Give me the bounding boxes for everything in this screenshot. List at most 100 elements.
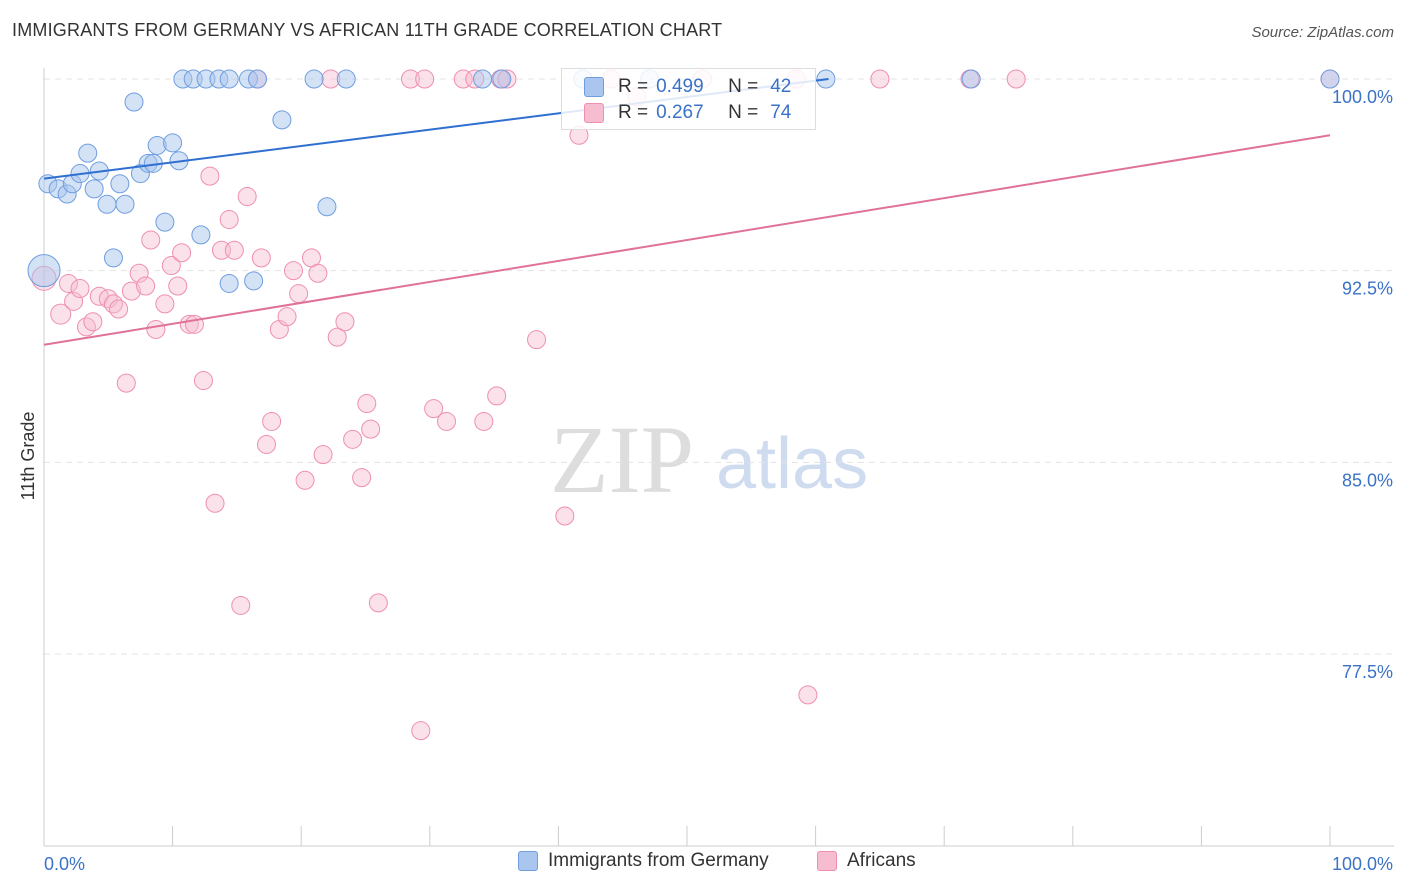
- data-point-germany: [84, 179, 104, 199]
- stats-r-label: R =: [618, 76, 649, 97]
- legend-label-africans: Africans: [847, 850, 916, 871]
- data-point-africans: [262, 411, 282, 431]
- data-point-germany: [115, 194, 135, 214]
- data-point-africans: [798, 685, 818, 705]
- legend-item-africans[interactable]: Africans: [817, 850, 916, 872]
- data-point-germany: [961, 69, 981, 89]
- stats-row-germany: R = 0.499 N = 42: [584, 74, 791, 100]
- axis-labels: 77.5% 85.0% 92.5% 100.0% 0.0% 100.0% 11th Grad…: [18, 87, 1393, 874]
- data-point-africans: [103, 294, 123, 314]
- stats-swatch-africans: [584, 103, 604, 123]
- data-point-germany: [219, 69, 239, 89]
- data-point-africans: [295, 470, 315, 490]
- data-point-africans: [474, 411, 494, 431]
- data-point-africans: [361, 419, 381, 439]
- data-point-africans: [64, 291, 84, 311]
- data-point-germany: [272, 110, 292, 130]
- data-point-africans: [83, 312, 103, 332]
- data-point-germany: [97, 194, 117, 214]
- data-point-africans: [437, 411, 457, 431]
- data-point-africans: [313, 445, 333, 465]
- data-point-africans: [219, 210, 239, 230]
- data-point-germany: [304, 69, 324, 89]
- data-point-africans: [424, 399, 444, 419]
- stats-r-label: R =: [618, 102, 649, 123]
- data-point-africans: [155, 294, 175, 314]
- legend-swatch-africans: [817, 851, 837, 871]
- data-point-africans: [411, 721, 431, 741]
- data-point-africans: [487, 386, 507, 406]
- y-tick-label: 85.0%: [1342, 470, 1393, 490]
- y-tick-label: 100.0%: [1332, 87, 1393, 107]
- data-point-germany: [124, 92, 144, 112]
- legend-item-germany[interactable]: Immigrants from Germany: [518, 850, 769, 872]
- y-axis-label: 11th Grade: [18, 412, 38, 501]
- data-point-africans: [251, 248, 271, 268]
- data-point-africans: [193, 371, 213, 391]
- watermark: ZIP atlas: [550, 406, 868, 513]
- data-point-germany: [1320, 69, 1340, 89]
- data-point-africans: [231, 595, 251, 615]
- stats-legend: R = 0.499 N = 42 R = 0.267 N = 74: [561, 68, 816, 130]
- data-point-germany: [473, 69, 493, 89]
- y-tick-label: 92.5%: [1342, 279, 1393, 299]
- data-point-germany: [103, 248, 123, 268]
- data-point-africans: [453, 69, 473, 89]
- data-point-africans: [527, 330, 547, 350]
- data-point-africans: [352, 468, 372, 488]
- chart-legend: Immigrants from Germany Africans: [0, 850, 1406, 880]
- data-point-africans: [76, 317, 96, 337]
- axes: [43, 68, 1394, 847]
- data-point-africans: [224, 240, 244, 260]
- x-tick-label: 0.0%: [44, 854, 85, 874]
- data-point-africans: [283, 261, 303, 281]
- data-point-africans: [205, 493, 225, 513]
- chart-title: IMMIGRANTS FROM GERMANY VS AFRICAN 11TH …: [12, 20, 723, 40]
- watermark-atlas: atlas: [716, 424, 868, 504]
- stats-row-africans: R = 0.267 N = 74: [584, 100, 791, 126]
- data-point-germany: [219, 273, 239, 293]
- data-point-africans: [308, 263, 328, 283]
- data-point-africans: [141, 230, 161, 250]
- data-point-africans: [368, 593, 388, 613]
- data-point-africans: [116, 373, 136, 393]
- x-tick-label: 100.0%: [1332, 854, 1393, 874]
- data-point-africans: [343, 429, 363, 449]
- data-point-germany: [155, 212, 175, 232]
- data-point-africans: [200, 166, 220, 186]
- data-point-africans: [98, 289, 118, 309]
- data-point-africans: [335, 312, 355, 332]
- data-point-africans: [172, 243, 192, 263]
- data-point-africans: [277, 307, 297, 327]
- data-point-africans: [357, 394, 377, 414]
- data-point-germany: [191, 225, 211, 245]
- stats-r-value-africans: 0.267: [656, 102, 704, 123]
- data-point-germany: [492, 69, 512, 89]
- watermark-zip: ZIP: [550, 406, 694, 513]
- data-point-africans: [109, 299, 129, 319]
- stats-swatch-germany: [584, 77, 604, 97]
- data-point-africans: [1006, 69, 1026, 89]
- data-point-germany: [247, 69, 267, 89]
- data-point-germany: [110, 174, 130, 194]
- trend-line-africans: [43, 134, 1331, 346]
- data-point-africans: [289, 284, 309, 304]
- data-point-germany: [27, 254, 61, 288]
- stats-n-label: N =: [728, 76, 759, 97]
- series-africans: [31, 69, 1340, 741]
- legend-swatch-germany: [518, 851, 538, 871]
- data-point-africans: [415, 69, 435, 89]
- data-point-africans: [161, 256, 181, 276]
- data-point-africans: [327, 327, 347, 347]
- stats-n-value-germany: 42: [770, 76, 792, 97]
- data-point-africans: [184, 314, 204, 334]
- data-point-africans: [870, 69, 890, 89]
- y-tick-label: 77.5%: [1342, 662, 1393, 682]
- data-point-africans: [555, 506, 575, 526]
- gridlines: [44, 78, 1394, 655]
- data-point-africans: [168, 276, 188, 296]
- data-point-africans: [146, 319, 166, 339]
- data-point-africans: [401, 69, 421, 89]
- data-point-africans: [121, 281, 141, 301]
